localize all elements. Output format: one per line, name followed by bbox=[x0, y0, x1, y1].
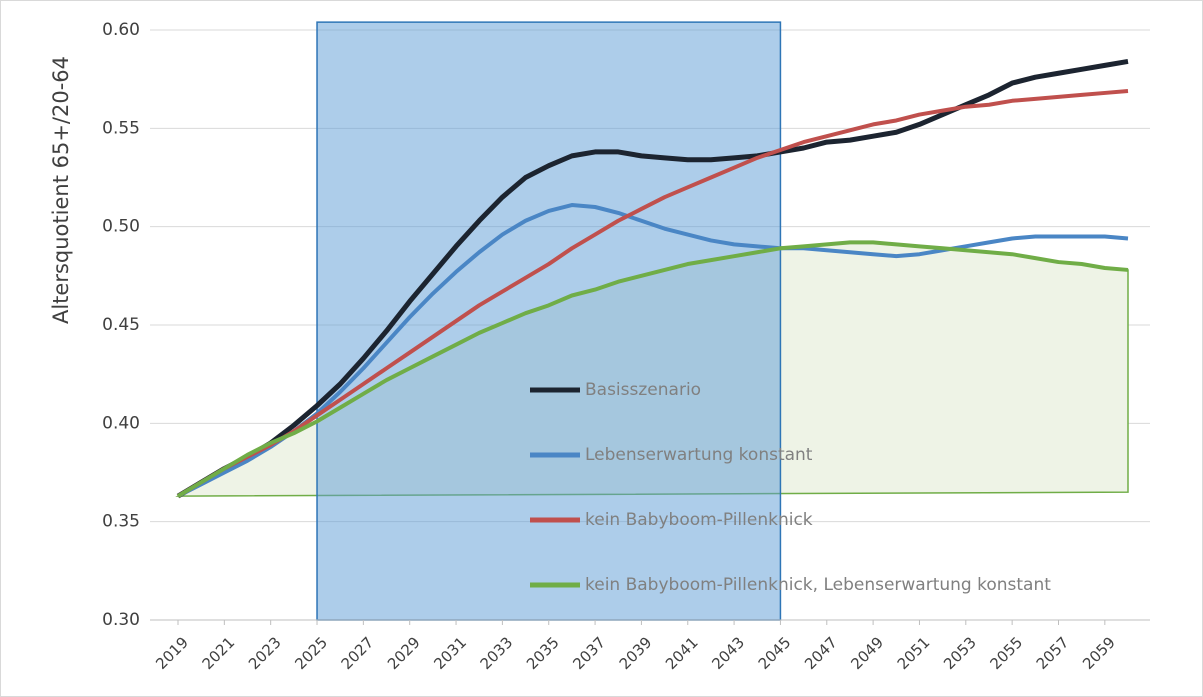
y-tick-label: 0.55 bbox=[102, 118, 140, 138]
y-tick-label: 0.60 bbox=[102, 20, 140, 40]
legend-label: kein Babyboom-Pillenknick bbox=[585, 510, 813, 530]
y-tick-label: 0.45 bbox=[102, 315, 140, 335]
y-tick-label: 0.50 bbox=[102, 217, 140, 237]
series-line bbox=[176, 59, 1129, 499]
highlight-range bbox=[316, 21, 782, 621]
y-tick-label: 0.40 bbox=[102, 413, 140, 433]
legend-label: Lebenserwartung konstant bbox=[585, 445, 813, 465]
series-line bbox=[177, 203, 1129, 498]
series-line bbox=[176, 240, 1129, 498]
y-tick-label: 0.35 bbox=[102, 512, 140, 532]
y-axis-label: Altersquotient 65+/20-64 bbox=[49, 56, 73, 324]
y-tick-label: 0.30 bbox=[102, 610, 140, 630]
series-line bbox=[176, 88, 1129, 498]
legend-label: kein Babyboom-Pillenknick, Lebenserwartu… bbox=[585, 575, 1051, 595]
legend-label: Basisszenario bbox=[585, 380, 701, 400]
